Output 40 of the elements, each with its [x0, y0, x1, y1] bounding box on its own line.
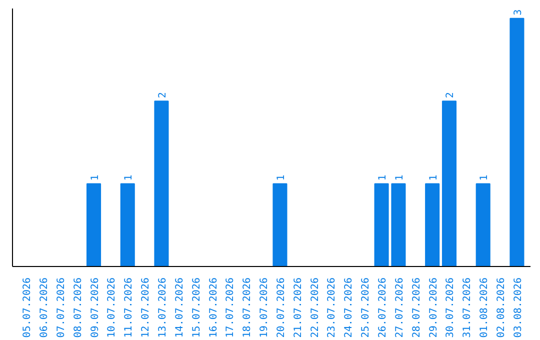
x-tick-label: 24.07.2026: [344, 277, 355, 338]
x-tick-label: 31.07.2026: [462, 277, 474, 338]
x-tick-label: 25.07.2026: [360, 277, 372, 338]
x-tick-label: 17.07.2026: [225, 277, 236, 338]
x-tick-label: 08.07.2026: [72, 277, 84, 338]
x-tick-label: 16.07.2026: [208, 277, 220, 338]
x-tick-label: 06.07.2026: [38, 277, 50, 338]
x-tick-label: 19.07.2026: [259, 277, 270, 338]
x-tick-label: 02.08.2026: [496, 277, 508, 338]
x-tick-label: 27.07.2026: [394, 277, 406, 338]
data-label: 3: [512, 9, 524, 16]
x-tick-label: 12.07.2026: [140, 277, 152, 338]
x-tick-label: 13.07.2026: [157, 277, 168, 338]
data-label: 1: [378, 174, 389, 181]
data-label: 1: [428, 174, 440, 181]
data-label: 2: [157, 92, 168, 98]
x-tick-label: 30.07.2026: [445, 277, 456, 338]
x-tick-label: 10.07.2026: [106, 277, 118, 338]
x-tick-label: 22.07.2026: [310, 277, 321, 338]
data-label: 1: [124, 174, 135, 181]
data-label: 1: [276, 174, 287, 181]
x-tick-label: 15.07.2026: [191, 277, 202, 338]
x-tick-label: 21.07.2026: [292, 277, 304, 338]
x-tick-label: 29.07.2026: [428, 277, 440, 338]
x-tick-label: 18.07.2026: [242, 277, 254, 338]
data-label: 1: [479, 174, 490, 181]
x-tick-label: 26.07.2026: [378, 277, 389, 338]
x-tick-label: 20.07.2026: [276, 277, 287, 338]
x-tick-label: 09.07.2026: [90, 277, 101, 338]
data-label: 2: [445, 92, 456, 98]
x-tick-label: 01.08.2026: [479, 277, 490, 338]
data-label: 1: [90, 174, 101, 181]
x-tick-label: 03.08.2026: [512, 277, 524, 338]
x-tick-label: 11.07.2026: [124, 277, 135, 338]
x-tick-label: 28.07.2026: [411, 277, 422, 338]
x-tick-label: 23.07.2026: [326, 277, 338, 338]
x-tick-label: 05.07.2026: [22, 277, 34, 338]
data-label: 1: [394, 174, 406, 181]
x-tick-label: 07.07.2026: [56, 277, 67, 338]
x-tick-label: 14.07.2026: [174, 277, 186, 338]
